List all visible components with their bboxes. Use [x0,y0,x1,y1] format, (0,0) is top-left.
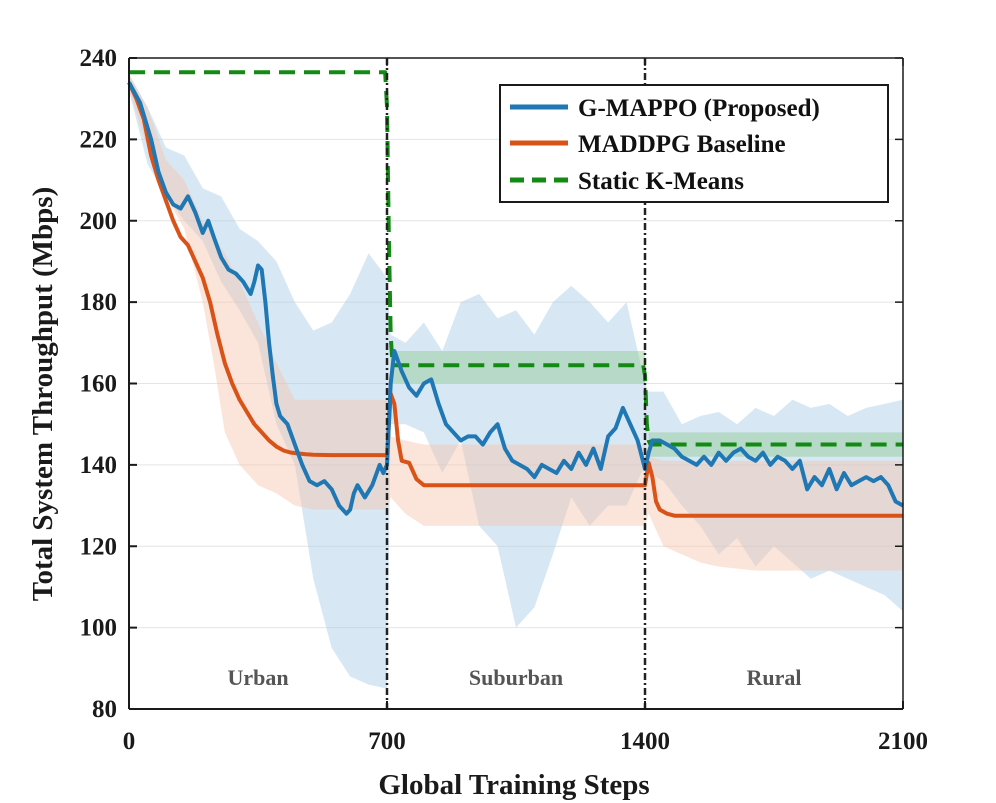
legend-label-maddpg: MADDPG Baseline [578,131,786,158]
y-tick-label-80: 80 [92,696,117,723]
x-axis-label: Global Training Steps [378,769,649,801]
y-tick-label-120: 120 [80,533,118,560]
region-label-suburban: Suburban [469,665,563,690]
x-tick-label-0: 0 [123,728,136,755]
y-tick-label-160: 160 [80,371,118,398]
x-ticks: 0 700 1400 2100 [123,58,928,755]
x-tick-label-2100: 2100 [878,728,928,755]
y-ticks: 80 100 120 140 160 180 200 220 240 [80,45,903,723]
series-lines [127,70,904,518]
legend-label-gmappo: G-MAPPO (Proposed) [578,95,820,122]
legend-label-kmeans: Static K-Means [578,168,744,195]
series-line-static-k-means [129,70,903,447]
x-tick-label-1400: 1400 [620,728,670,755]
x-tick-label-700: 700 [368,728,406,755]
y-tick-label-200: 200 [80,208,118,235]
region-label-rural: Rural [747,665,802,690]
region-label-urban: Urban [227,665,288,690]
band-kmeans-2 [390,350,645,384]
band-gmappo-0 [129,74,903,689]
confidence-bands [129,74,903,689]
y-tick-label-180: 180 [80,289,118,316]
y-tick-label-100: 100 [80,615,118,642]
y-axis-label: Total System Throughput (Mbps) [27,187,59,601]
legend: G-MAPPO (Proposed) MADDPG Baseline Stati… [499,84,889,203]
region-labels: Urban Suburban Rural [227,665,801,690]
y-tick-label-240: 240 [80,45,118,72]
series-line-g-mappo-proposed [127,81,904,516]
y-tick-label-220: 220 [80,126,118,153]
y-tick-label-140: 140 [80,452,118,479]
band-maddpg-1 [129,74,903,571]
